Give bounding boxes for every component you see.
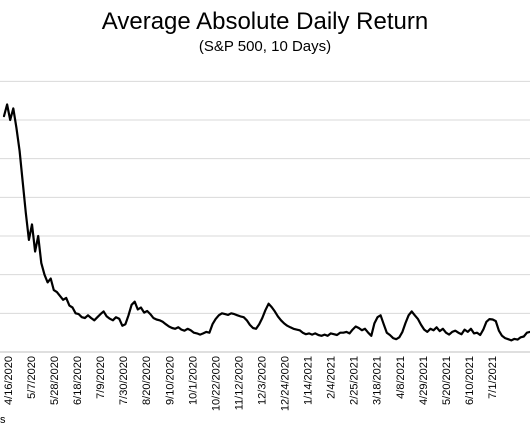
x-tick-label: 3/18/2021 xyxy=(372,356,384,405)
chart-title: Average Absolute Daily Return xyxy=(101,8,429,35)
x-tick-label: 2/4/2021 xyxy=(326,356,338,399)
series-line xyxy=(2,103,530,342)
chart-subtitle: (S&P 500, 10 Days) xyxy=(198,38,332,55)
x-tick-label: 5/20/2021 xyxy=(441,356,453,405)
x-tick-label: 11/12/2020 xyxy=(233,356,245,410)
x-tick-label: 5/28/2020 xyxy=(49,356,61,405)
x-tick-label: 8/20/2020 xyxy=(141,356,153,405)
x-tick-label: 10/1/2020 xyxy=(187,356,199,405)
x-tick-label: 7/30/2020 xyxy=(118,356,130,405)
x-tick-label: 4/16/2020 xyxy=(3,356,15,405)
x-tick-label: 12/3/2020 xyxy=(256,356,268,405)
x-tick-label: 10/22/2020 xyxy=(210,356,222,411)
x-tick-label: 6/18/2020 xyxy=(72,356,84,405)
x-tick-label: 9/10/2020 xyxy=(164,356,176,405)
x-tick-label: 2/25/2021 xyxy=(349,356,361,405)
x-tick-label: 4/8/2021 xyxy=(395,356,407,399)
x-tick-label: 4/29/2021 xyxy=(418,356,430,405)
x-tick-label: 1/14/2021 xyxy=(303,356,315,405)
x-tick-label: 12/24/2020 xyxy=(280,356,292,411)
x-tick-label: 7/9/2020 xyxy=(95,356,107,399)
x-tick-label: 6/10/2021 xyxy=(464,356,476,405)
source-note: s xyxy=(0,414,6,426)
x-tick-label: 5/7/2020 xyxy=(26,356,38,399)
x-tick-label: 7/1/2021 xyxy=(487,356,499,399)
